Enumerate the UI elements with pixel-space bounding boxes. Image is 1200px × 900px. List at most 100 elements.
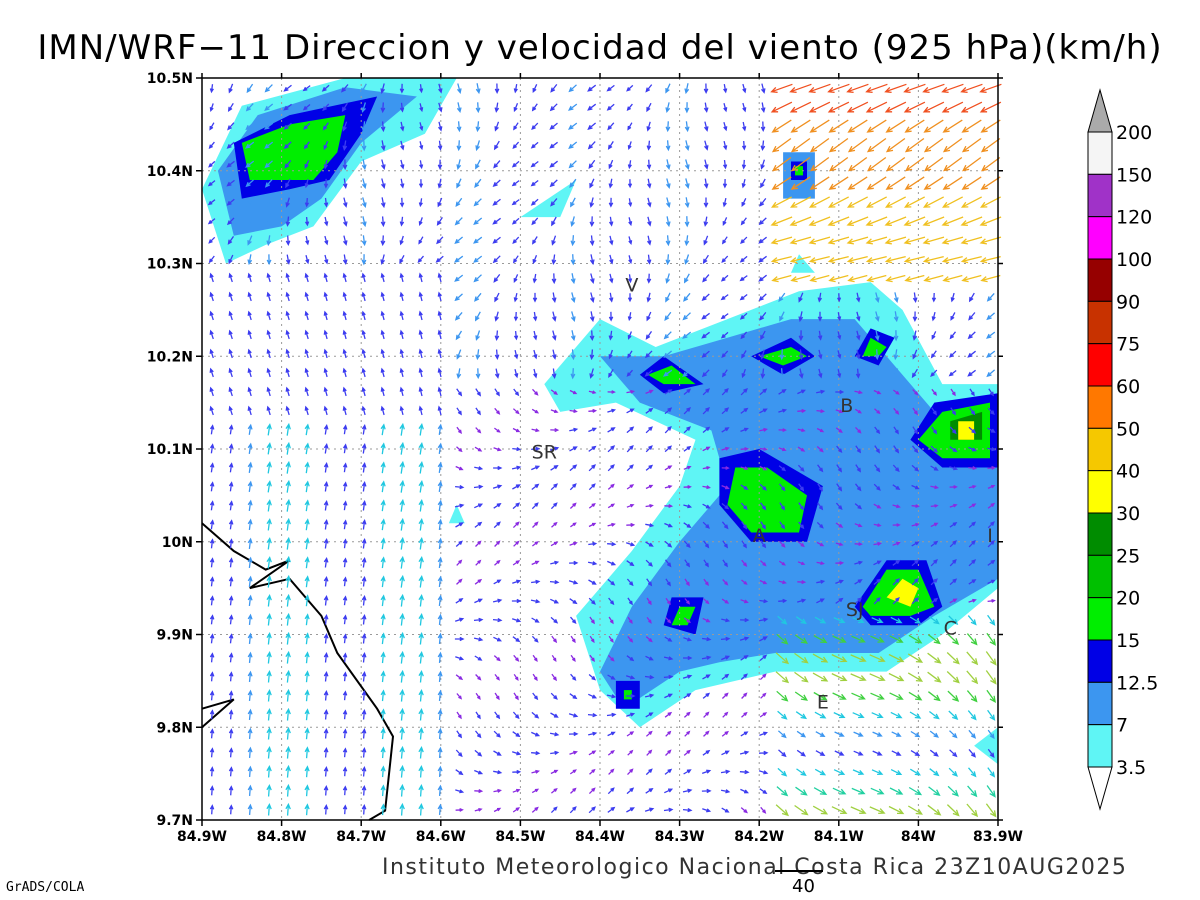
wind-vector — [549, 141, 558, 149]
wind-vector — [589, 254, 595, 266]
wind-vector — [266, 461, 272, 474]
lat-tick-label: 9.7N — [156, 813, 193, 829]
wind-vector — [380, 254, 385, 265]
wind-vector — [646, 159, 652, 170]
wind-vector — [966, 670, 979, 685]
wind-vector — [703, 178, 709, 189]
wind-vector — [682, 788, 693, 793]
wind-vector — [884, 216, 907, 227]
colorbar-band — [1087, 427, 1113, 472]
wind-vector — [453, 255, 464, 263]
wind-vector — [304, 632, 310, 645]
wind-vector — [968, 503, 977, 509]
wind-vector — [683, 617, 691, 623]
wind-vector — [380, 499, 386, 512]
wind-vector — [285, 707, 291, 721]
wind-vector — [550, 750, 560, 755]
wind-vector — [551, 349, 557, 360]
wind-vector — [455, 789, 465, 794]
wind-vector — [227, 122, 235, 131]
wind-vector — [966, 651, 979, 666]
wind-vector — [399, 441, 405, 455]
wind-vector — [797, 598, 807, 603]
wind-vector — [759, 447, 768, 451]
wind-vector — [684, 159, 690, 171]
wind-vector — [550, 787, 558, 794]
wind-vector — [549, 179, 558, 188]
wind-vector — [874, 426, 881, 435]
wind-vector — [985, 651, 997, 666]
lon-tick-label: 84.3W — [655, 829, 705, 845]
wind-vector — [266, 803, 272, 816]
wind-vector — [835, 560, 845, 565]
wind-vector — [588, 464, 596, 472]
wind-vector — [741, 711, 748, 718]
wind-vector — [960, 101, 983, 113]
wind-vector — [511, 217, 520, 225]
wind-vector — [827, 196, 850, 208]
wind-vector — [361, 690, 367, 701]
wind-vector — [721, 350, 729, 358]
wind-vector — [247, 689, 253, 701]
wind-vector — [531, 579, 541, 584]
wind-vector — [941, 83, 964, 94]
wind-vector — [361, 272, 366, 283]
wind-vector — [569, 502, 577, 509]
wind-vector — [532, 388, 539, 396]
wind-vector — [627, 350, 633, 359]
colorbar-band — [1087, 173, 1113, 218]
wind-vector — [266, 291, 271, 302]
wind-vector — [266, 235, 272, 247]
wind-vector — [627, 635, 634, 643]
wind-vector — [874, 368, 880, 380]
wind-vector — [587, 141, 596, 150]
wind-vector — [778, 749, 787, 758]
lat-tick-label: 10.5N — [147, 71, 193, 87]
wind-vector — [418, 765, 424, 778]
wind-vector — [758, 236, 767, 244]
wind-vector — [684, 235, 690, 247]
wind-vector — [285, 574, 291, 588]
wind-vector — [361, 595, 367, 606]
wind-vector — [568, 103, 578, 111]
wind-vector — [380, 594, 386, 607]
wind-vector — [847, 274, 868, 283]
wind-vector — [922, 83, 945, 94]
wind-vector — [701, 788, 712, 794]
wind-vector — [361, 462, 367, 473]
wind-vector — [969, 388, 975, 397]
wind-vector — [626, 369, 633, 377]
wind-vector — [512, 731, 521, 738]
wind-vector — [551, 216, 557, 227]
wind-vector — [512, 751, 522, 756]
wind-vector — [941, 255, 963, 264]
wind-vector — [226, 179, 235, 187]
wind-vector — [703, 598, 710, 605]
wind-vector — [228, 254, 234, 265]
wind-vector — [437, 708, 443, 720]
wind-vector — [437, 727, 443, 739]
lon-tick-label: 84W — [901, 829, 936, 845]
wind-vector — [266, 556, 272, 569]
wind-vector — [551, 235, 557, 246]
wind-vector — [968, 579, 977, 585]
wind-vector — [865, 216, 888, 227]
wind-vector — [228, 690, 234, 701]
wind-vector — [323, 766, 329, 777]
wind-vector — [380, 708, 386, 721]
wind-vector — [380, 272, 385, 283]
wind-vector — [360, 83, 367, 94]
wind-vector — [209, 291, 214, 302]
wind-vector — [323, 500, 329, 511]
wind-vector — [304, 556, 310, 569]
wind-vector — [835, 409, 844, 414]
wind-vector — [790, 274, 811, 283]
wind-vector — [266, 386, 271, 397]
wind-vector — [702, 407, 710, 415]
wind-vector — [399, 83, 405, 94]
wind-vector — [283, 141, 292, 150]
wind-vector — [247, 310, 252, 321]
wind-vector — [663, 331, 672, 340]
